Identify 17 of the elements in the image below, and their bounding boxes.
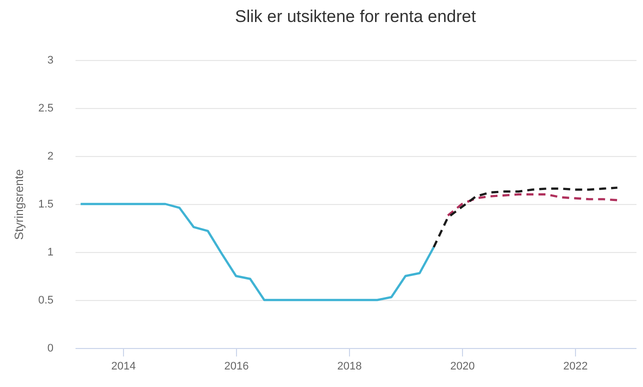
x-tick-label: 2016 xyxy=(224,360,249,372)
x-tick-label: 2014 xyxy=(111,360,136,372)
y-tick-label: 2 xyxy=(47,150,54,162)
y-tick-label: 1.5 xyxy=(38,198,54,210)
line-series xyxy=(80,202,435,302)
y-tick-label: 0.5 xyxy=(38,294,54,306)
line-series xyxy=(432,186,618,248)
y-tick-label: 0 xyxy=(47,342,54,354)
x-tick-label: 2018 xyxy=(337,360,362,372)
line-series xyxy=(446,193,618,217)
y-tick-label: 1 xyxy=(47,246,54,258)
x-tick-label: 2022 xyxy=(563,360,588,372)
x-tick-label: 2020 xyxy=(450,360,475,372)
y-tick-label: 3 xyxy=(47,54,54,66)
chart-title: Slik er utsiktene for renta endret xyxy=(235,7,476,26)
y-tick-label: 2.5 xyxy=(38,102,54,114)
y-axis-title: Styringsrente xyxy=(12,168,26,240)
